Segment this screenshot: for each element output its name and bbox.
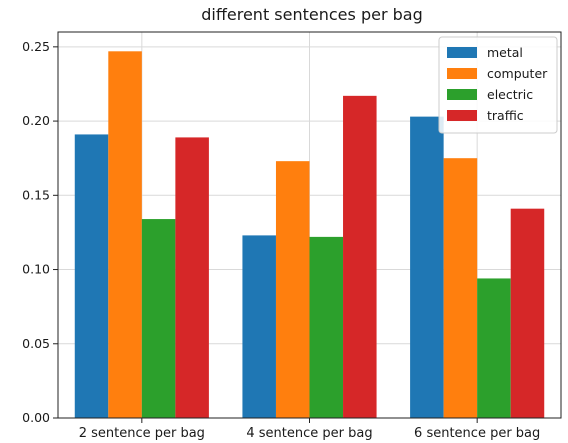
bar-traffic <box>343 95 377 418</box>
x-tick-label: 4 sentence per bag <box>246 426 372 441</box>
bar-electric <box>477 278 511 418</box>
chart-title: different sentences per bag <box>201 5 422 24</box>
bar-traffic <box>510 208 545 418</box>
legend-swatch-electric <box>447 89 477 100</box>
bar-metal <box>74 134 109 418</box>
legend-swatch-computer <box>447 68 477 79</box>
bar-computer <box>108 51 142 419</box>
y-tick-label: 0.00 <box>22 410 50 425</box>
bar-metal <box>410 116 444 418</box>
legend-box <box>438 36 558 134</box>
bars-layer <box>74 51 545 419</box>
bar-traffic <box>175 137 209 418</box>
legend-label-computer: computer <box>487 66 548 81</box>
axes-layer: 0.00 0.05 0.10 0.15 0.20 0.25 2 sentence per b… <box>22 31 562 441</box>
y-tick-label: 0.15 <box>22 187 50 202</box>
bar-computer <box>275 161 310 418</box>
y-tick-label: 0.20 <box>22 113 50 128</box>
y-tick-label: 0.10 <box>22 262 50 277</box>
bar-computer <box>443 158 478 418</box>
legend-label-traffic: traffic <box>487 108 524 123</box>
x-tick-label: 6 sentence per bag <box>414 426 540 441</box>
legend-swatch-traffic <box>447 110 477 121</box>
bar-electric <box>141 219 176 418</box>
y-tick-label: 0.05 <box>22 336 50 351</box>
bar-electric <box>309 236 344 418</box>
legend-label-metal: metal <box>487 45 523 60</box>
legend-label-electric: electric <box>487 87 533 102</box>
legend-swatch-metal <box>447 47 477 58</box>
plot-frame <box>57 31 562 419</box>
x-tick-label: 2 sentence per bag <box>79 426 205 441</box>
y-tick-label: 0.25 <box>22 39 50 54</box>
bar-metal <box>242 235 276 418</box>
legend: metal computer electric traffic <box>438 36 558 134</box>
